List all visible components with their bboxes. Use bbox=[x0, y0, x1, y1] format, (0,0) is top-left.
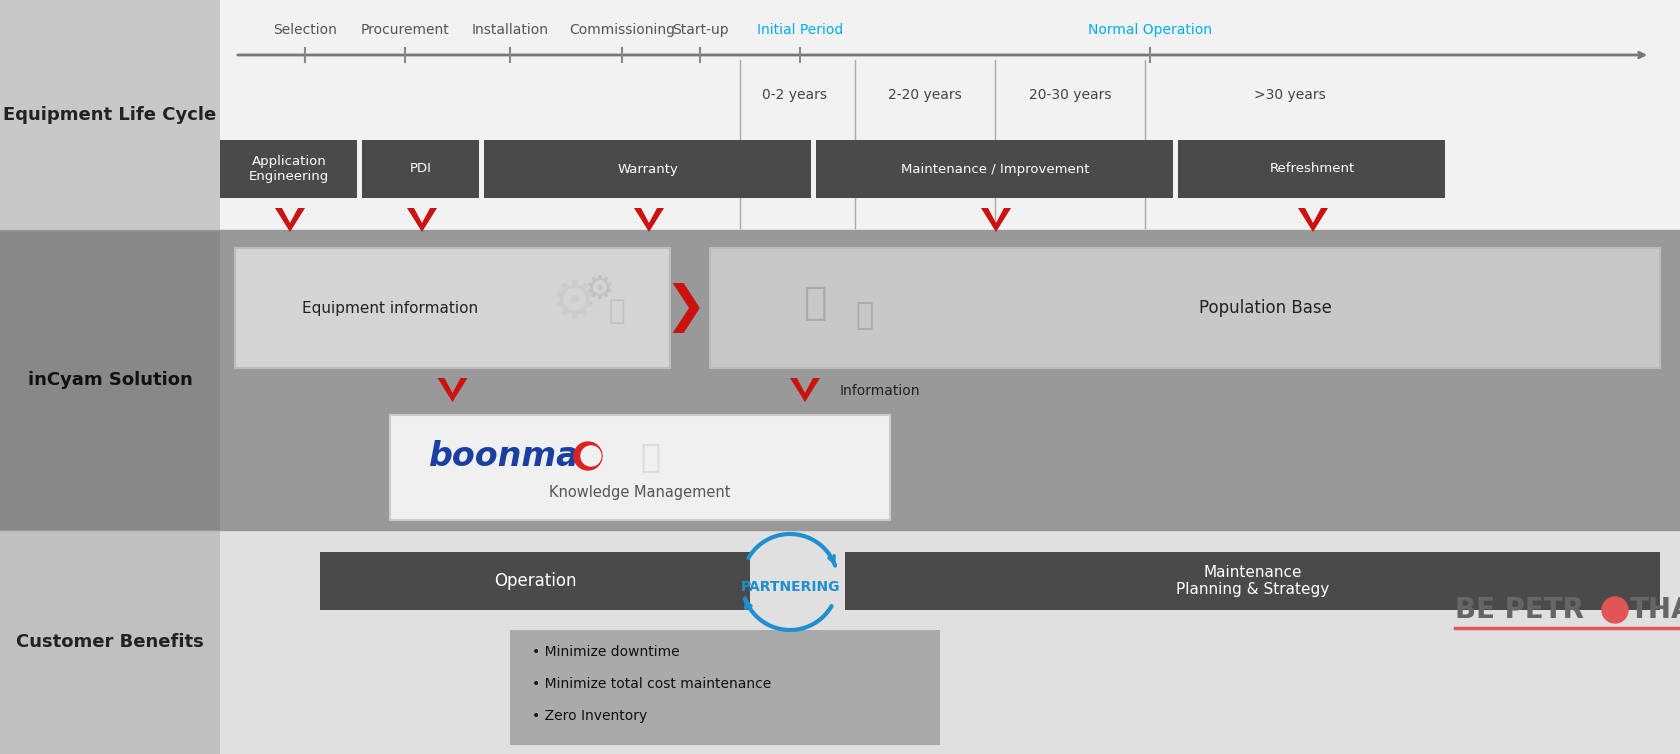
Text: boonma: boonma bbox=[430, 440, 580, 474]
Text: ⚙: ⚙ bbox=[551, 277, 598, 329]
Text: Commissioning: Commissioning bbox=[570, 23, 675, 37]
FancyBboxPatch shape bbox=[484, 140, 811, 198]
Circle shape bbox=[575, 442, 601, 470]
Text: BE PETR: BE PETR bbox=[1455, 596, 1584, 624]
FancyBboxPatch shape bbox=[511, 630, 941, 745]
Text: Start-up: Start-up bbox=[672, 23, 729, 37]
FancyBboxPatch shape bbox=[739, 0, 850, 230]
Polygon shape bbox=[407, 208, 437, 232]
Text: Maintenance / Improvement: Maintenance / Improvement bbox=[900, 163, 1089, 176]
Text: 0-2 years: 0-2 years bbox=[763, 88, 828, 102]
Text: • Minimize downtime: • Minimize downtime bbox=[533, 645, 680, 659]
Text: ❯: ❯ bbox=[664, 283, 706, 333]
FancyBboxPatch shape bbox=[711, 248, 1660, 368]
Circle shape bbox=[1603, 597, 1628, 623]
Text: • Minimize total cost maintenance: • Minimize total cost maintenance bbox=[533, 677, 771, 691]
Polygon shape bbox=[437, 378, 467, 402]
Polygon shape bbox=[981, 208, 1011, 232]
FancyBboxPatch shape bbox=[0, 530, 220, 754]
Text: ⚙: ⚙ bbox=[585, 272, 615, 305]
FancyBboxPatch shape bbox=[0, 0, 1680, 230]
Text: PARTNERING: PARTNERING bbox=[741, 580, 840, 594]
Text: Information: Information bbox=[840, 384, 921, 398]
FancyBboxPatch shape bbox=[845, 552, 1660, 610]
FancyBboxPatch shape bbox=[361, 140, 479, 198]
FancyBboxPatch shape bbox=[1178, 140, 1445, 198]
Text: 🧠: 🧠 bbox=[640, 440, 660, 474]
Text: Equipment Life Cycle: Equipment Life Cycle bbox=[3, 106, 217, 124]
Text: ⛓: ⛓ bbox=[608, 297, 625, 325]
Text: Population Base: Population Base bbox=[1198, 299, 1332, 317]
Text: 🗄: 🗄 bbox=[803, 284, 827, 322]
Text: Selection: Selection bbox=[274, 23, 338, 37]
Text: THAI: THAI bbox=[1630, 596, 1680, 624]
FancyBboxPatch shape bbox=[390, 415, 890, 520]
FancyBboxPatch shape bbox=[816, 140, 1173, 198]
FancyBboxPatch shape bbox=[220, 140, 358, 198]
Text: PDI: PDI bbox=[410, 163, 432, 176]
Text: Equipment information: Equipment information bbox=[302, 301, 479, 315]
Text: Maintenance
Planning & Strategy: Maintenance Planning & Strategy bbox=[1176, 565, 1329, 597]
FancyBboxPatch shape bbox=[0, 230, 220, 530]
FancyBboxPatch shape bbox=[235, 248, 670, 368]
FancyBboxPatch shape bbox=[0, 0, 220, 230]
Text: Normal Operation: Normal Operation bbox=[1089, 23, 1211, 37]
Text: Warranty: Warranty bbox=[618, 163, 679, 176]
Text: inCyam Solution: inCyam Solution bbox=[27, 371, 193, 389]
Polygon shape bbox=[276, 208, 306, 232]
Text: Initial Period: Initial Period bbox=[758, 23, 843, 37]
Text: 20-30 years: 20-30 years bbox=[1028, 88, 1110, 102]
Text: 2-20 years: 2-20 years bbox=[889, 88, 963, 102]
Text: Refreshment: Refreshment bbox=[1270, 163, 1354, 176]
FancyBboxPatch shape bbox=[0, 530, 1680, 754]
Text: • Zero Inventory: • Zero Inventory bbox=[533, 709, 647, 723]
Polygon shape bbox=[790, 378, 820, 402]
Text: 👥: 👥 bbox=[855, 302, 874, 330]
Text: Customer Benefits: Customer Benefits bbox=[17, 633, 203, 651]
FancyBboxPatch shape bbox=[319, 552, 749, 610]
Text: Operation: Operation bbox=[494, 572, 576, 590]
Circle shape bbox=[581, 446, 601, 466]
Text: Procurement: Procurement bbox=[361, 23, 449, 37]
Text: Application
Engineering: Application Engineering bbox=[249, 155, 329, 183]
Text: >30 years: >30 years bbox=[1255, 88, 1326, 102]
Text: Installation: Installation bbox=[472, 23, 548, 37]
Text: Knowledge Management: Knowledge Management bbox=[549, 486, 731, 501]
Polygon shape bbox=[633, 208, 664, 232]
Polygon shape bbox=[1299, 208, 1327, 232]
FancyBboxPatch shape bbox=[0, 230, 1680, 530]
